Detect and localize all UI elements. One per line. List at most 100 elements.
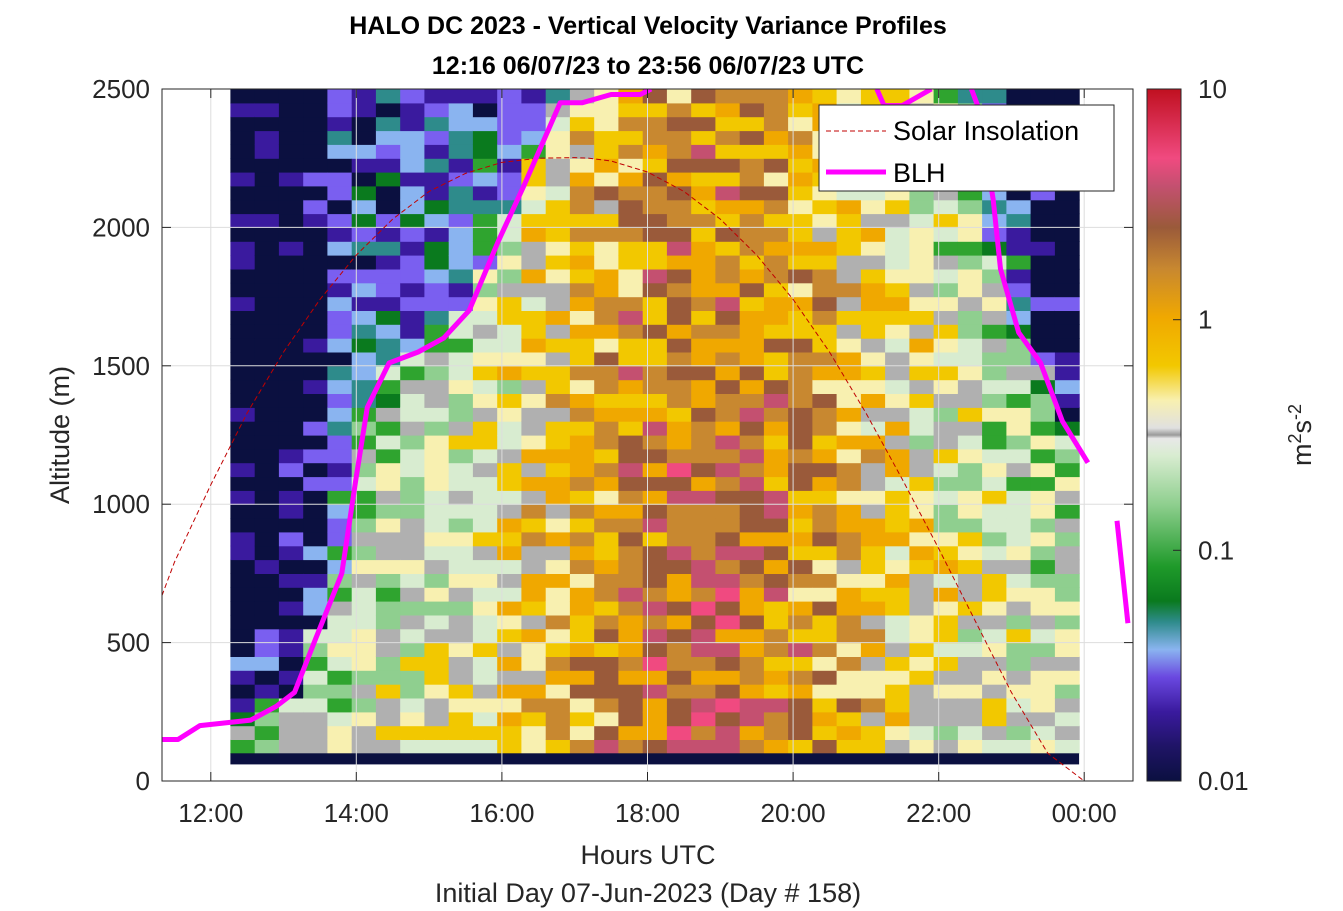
heatmap-cell xyxy=(278,490,304,505)
heatmap-cell xyxy=(739,684,765,699)
heatmap-cell xyxy=(375,628,401,644)
heatmap-cell xyxy=(448,739,474,754)
heatmap-cell xyxy=(860,725,886,740)
heatmap-cell xyxy=(497,725,522,740)
heatmap-cell xyxy=(569,338,595,353)
heatmap-cell xyxy=(957,448,983,464)
heatmap-cell xyxy=(521,725,547,740)
heatmap-cell xyxy=(909,601,935,616)
heatmap-cell xyxy=(497,365,522,381)
solar-insolation-line xyxy=(162,157,1133,781)
heatmap-cell xyxy=(569,324,595,339)
heatmap-cell xyxy=(763,504,789,519)
heatmap-cell xyxy=(715,531,741,547)
heatmap-cell xyxy=(230,490,256,505)
heatmap-cell xyxy=(739,213,765,228)
heatmap-cell xyxy=(860,628,886,644)
heatmap-cell xyxy=(594,739,619,754)
heatmap-cell xyxy=(351,310,377,325)
heatmap-cell xyxy=(691,490,716,505)
heatmap-cell xyxy=(375,725,401,740)
heatmap-cell xyxy=(472,102,498,118)
heatmap-cell xyxy=(303,698,328,713)
heatmap-cell xyxy=(254,628,280,644)
heatmap-cell xyxy=(545,739,571,754)
heatmap-cell xyxy=(739,739,765,754)
heatmap-cell xyxy=(303,573,328,588)
heatmap-cell xyxy=(957,365,983,381)
heatmap-cell xyxy=(788,199,813,215)
heatmap-cell xyxy=(448,282,474,298)
heatmap-cell xyxy=(933,601,959,616)
chart-subtitle: 12:16 06/07/23 to 23:56 06/07/23 UTC xyxy=(432,52,864,80)
heatmap-cell xyxy=(909,656,935,671)
heatmap-cell xyxy=(836,518,862,533)
heatmap-cell xyxy=(836,725,862,740)
heatmap-cell xyxy=(400,102,425,118)
heatmap-cell xyxy=(739,227,765,242)
heatmap-cell xyxy=(885,296,910,311)
heatmap-cell xyxy=(1030,504,1056,519)
heatmap-cell xyxy=(666,130,692,145)
heatmap-cell xyxy=(327,296,353,311)
heatmap-cell xyxy=(472,379,498,394)
heatmap-cell xyxy=(1006,725,1032,740)
heatmap-cell xyxy=(448,601,474,616)
heatmap-cell xyxy=(375,518,401,533)
heatmap-cell xyxy=(303,89,328,104)
heatmap-cell xyxy=(521,739,547,754)
heatmap-cell xyxy=(351,711,377,727)
heatmap-cell xyxy=(1030,268,1056,284)
heatmap-cell xyxy=(715,698,741,713)
heatmap-cell xyxy=(618,656,644,671)
heatmap-cell xyxy=(569,379,595,394)
heatmap-cell xyxy=(569,725,595,740)
heatmap-cell xyxy=(375,393,401,408)
heatmap-cell xyxy=(400,518,425,533)
heatmap-cell xyxy=(351,116,377,132)
heatmap-cell xyxy=(739,102,765,118)
heatmap-cell xyxy=(860,642,886,657)
heatmap-cell xyxy=(642,725,668,740)
heatmap-cell xyxy=(375,241,401,256)
heatmap-cell xyxy=(424,352,450,367)
heatmap-cell xyxy=(497,698,522,713)
heatmap-cell xyxy=(885,476,910,491)
heatmap-cell xyxy=(909,462,935,478)
heatmap-cell xyxy=(982,601,1007,616)
heatmap-cell xyxy=(982,89,1007,104)
heatmap-cell xyxy=(303,199,328,215)
heatmap-cell xyxy=(909,739,935,754)
heatmap-cell xyxy=(885,725,910,740)
heatmap-cell xyxy=(303,338,328,353)
heatmap-cell xyxy=(715,462,741,478)
heatmap-cell xyxy=(836,393,862,408)
heatmap-cell xyxy=(375,670,401,685)
heatmap-cell xyxy=(254,504,280,519)
heatmap-cell xyxy=(278,545,304,561)
heatmap-cell xyxy=(1054,213,1080,228)
heatmap-cell xyxy=(1054,628,1080,644)
heatmap-cell xyxy=(545,531,571,547)
heatmap-cell xyxy=(763,448,789,464)
heatmap-cell xyxy=(909,199,935,215)
heatmap-cell xyxy=(521,116,547,132)
heatmap-cell xyxy=(230,379,256,394)
heatmap-cell xyxy=(448,490,474,505)
heatmap-cell xyxy=(666,227,692,242)
heatmap-cell xyxy=(278,282,304,298)
heatmap-cell xyxy=(351,573,377,588)
heatmap-cell xyxy=(788,116,813,132)
heatmap-cell xyxy=(594,144,619,159)
heatmap-cell xyxy=(788,172,813,187)
heatmap-cell xyxy=(666,421,692,436)
heatmap-cell xyxy=(691,698,716,713)
heatmap-cell xyxy=(642,338,668,353)
heatmap-cell xyxy=(909,628,935,644)
heatmap-cell xyxy=(788,628,813,644)
heatmap-cell xyxy=(254,407,280,422)
heatmap-cell xyxy=(230,324,256,339)
heatmap-cell xyxy=(1006,656,1032,671)
heatmap-cell xyxy=(739,130,765,145)
heatmap-cell xyxy=(860,476,886,491)
